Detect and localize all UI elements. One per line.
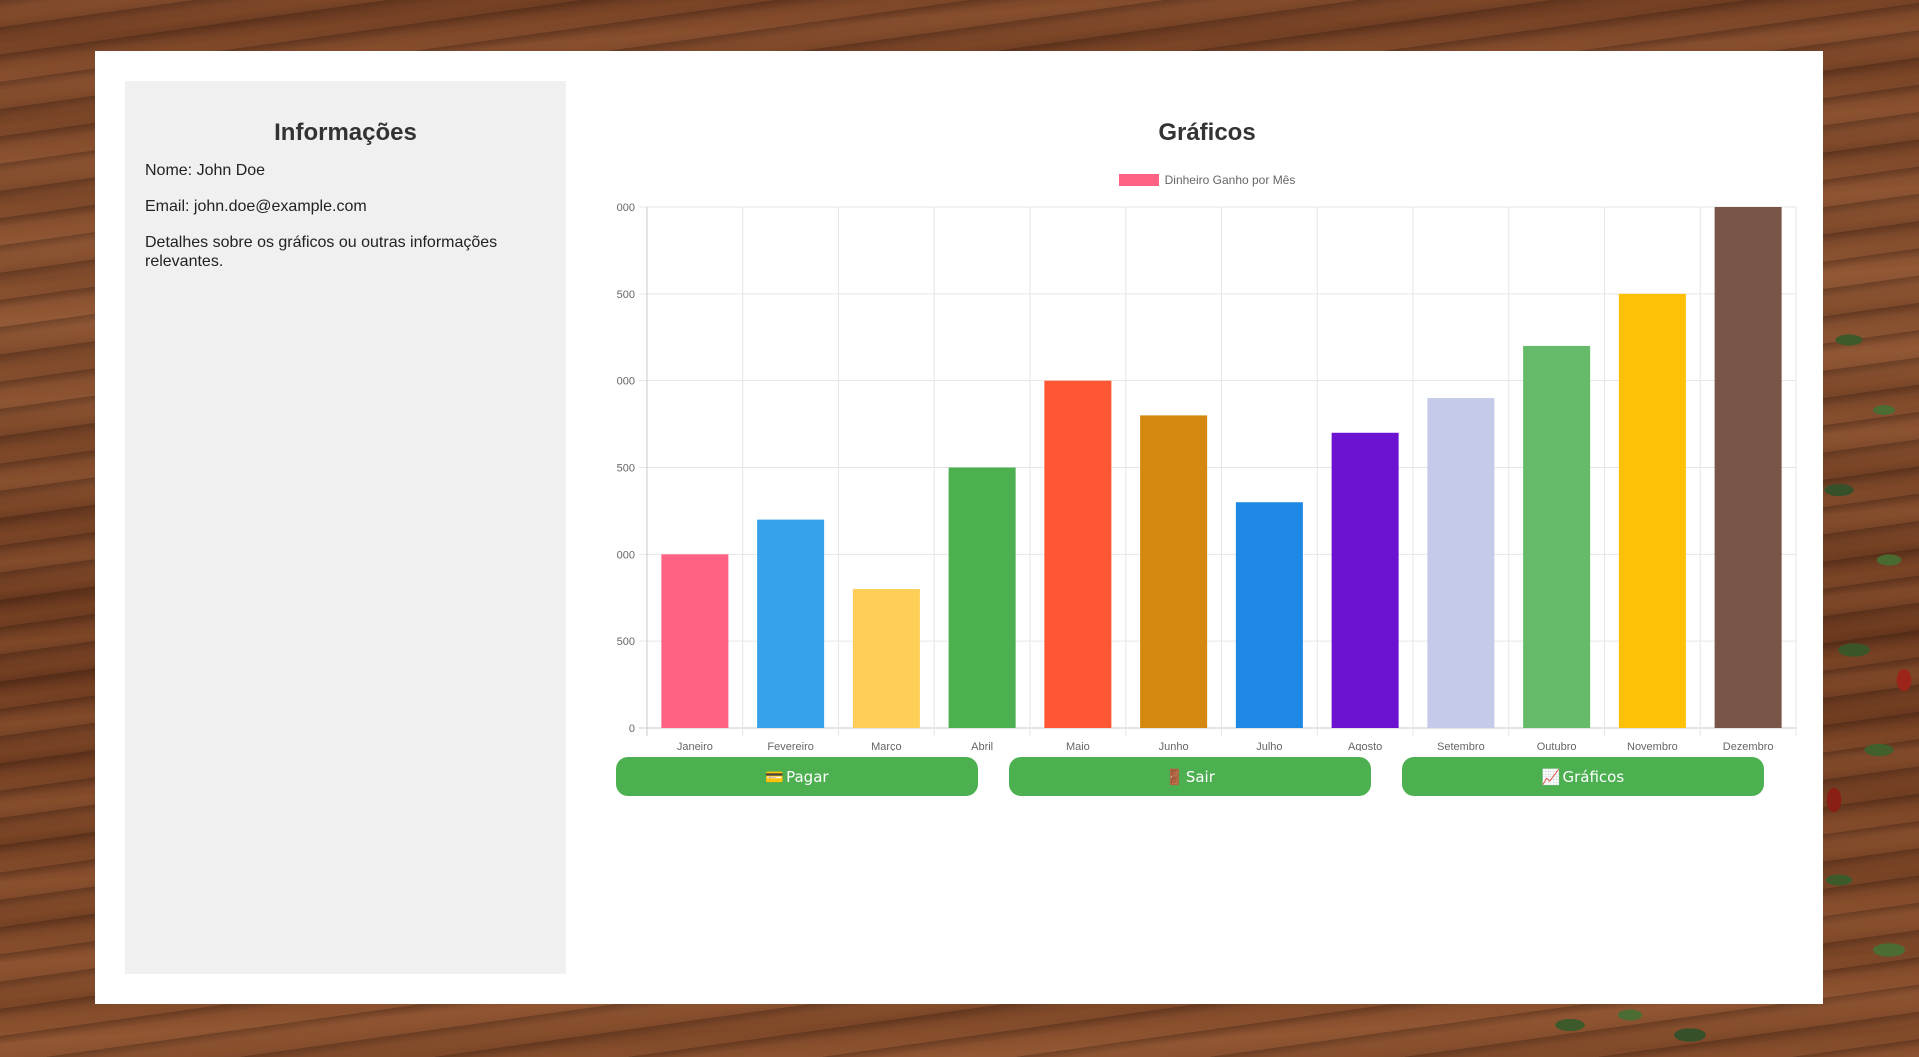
info-sidebar: Informações Nome: John Doe Email: john.d… — [125, 81, 566, 974]
chart-legend[interactable]: Dinheiro Ganho por Mês — [616, 172, 1798, 187]
x-tick-label: Julho — [1256, 741, 1282, 751]
charts-button-label: Gráficos — [1562, 767, 1625, 786]
bar — [948, 467, 1016, 728]
y-tick-label: 2000 — [616, 376, 635, 388]
page-title: Gráficos — [1158, 119, 1256, 146]
bar — [1044, 380, 1112, 728]
bar-chart: 0 500 1000 1500 2000 2500 3000 Janeiro Fevereiro… — [616, 202, 1797, 751]
x-tick-label: Dezembro — [1723, 741, 1774, 751]
sidebar-title: Informações — [274, 119, 417, 146]
bar — [1235, 502, 1303, 728]
bar — [1523, 345, 1591, 728]
x-tick-label: Agosto — [1348, 741, 1382, 751]
y-tick-label: 1000 — [616, 549, 635, 561]
x-tick-label: Junho — [1159, 741, 1189, 751]
charts-button[interactable]: 📈 Gráficos — [1402, 757, 1764, 796]
y-tick-label: 1500 — [616, 463, 635, 475]
door-icon: 🚪 — [1165, 767, 1184, 786]
credit-card-icon: 💳 — [765, 767, 785, 786]
bar — [1714, 207, 1782, 728]
pay-button[interactable]: 💳 Pagar — [616, 757, 978, 796]
user-email: Email: john.doe@example.com — [145, 198, 367, 215]
bar — [661, 554, 729, 728]
bar — [1331, 432, 1399, 728]
x-tick-label: Setembro — [1437, 741, 1485, 751]
content-card: Informações Nome: John Doe Email: john.d… — [95, 51, 1823, 1004]
plant-decoration-bottom — [1540, 995, 1740, 1057]
bar — [1140, 415, 1208, 728]
bar — [1427, 398, 1495, 728]
x-tick-label: Outubro — [1537, 741, 1577, 751]
x-tick-label: Fevereiro — [767, 741, 813, 751]
bar — [1618, 293, 1686, 728]
y-tick-label: 2500 — [616, 289, 635, 301]
x-tick-label: Novembro — [1627, 741, 1678, 751]
y-tick-label: 500 — [617, 636, 635, 648]
legend-label: Dinheiro Ganho por Mês — [1164, 172, 1296, 187]
y-tick-label: 3000 — [616, 202, 635, 214]
x-tick-label: Maio — [1066, 741, 1090, 751]
bar — [852, 589, 920, 728]
pay-button-label: Pagar — [786, 767, 829, 786]
charts-panel: Gráficos Dinheiro Ganho por Mês 0 500 1000… — [616, 81, 1798, 974]
details-text: Detalhes sobre os gráficos ou outras inf… — [145, 234, 498, 270]
x-tick-label: Abril — [971, 741, 993, 751]
exit-button-label: Sair — [1185, 767, 1215, 786]
legend-swatch — [1118, 173, 1159, 186]
plant-decoration — [1809, 300, 1919, 1057]
bar — [757, 519, 825, 728]
x-tick-label: Março — [871, 741, 902, 751]
y-tick-label: 0 — [629, 723, 635, 735]
exit-button[interactable]: 🚪 Sair — [1009, 757, 1371, 796]
user-name: Nome: John Doe — [145, 162, 266, 179]
chart-increasing-icon: 📈 — [1541, 767, 1561, 786]
x-tick-label: Janeiro — [677, 741, 713, 751]
